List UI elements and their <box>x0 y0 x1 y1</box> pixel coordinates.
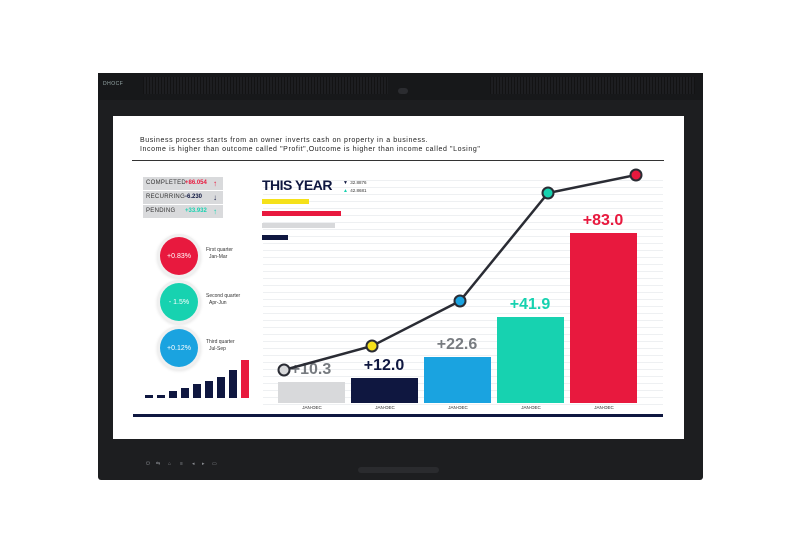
bar-category-label: JAN-DEC <box>594 405 614 410</box>
mini-bar <box>145 394 153 398</box>
chart-baseline <box>133 414 663 417</box>
mini-bar <box>157 394 165 398</box>
this-year-title: THIS YEAR <box>262 177 332 193</box>
quarter-range: Jul-Sep <box>209 346 226 352</box>
stat-row-pending: PENDING +33.932 ↑ <box>143 205 223 218</box>
trend-line-chart <box>277 168 643 377</box>
volume-down-icon[interactable]: ◂ <box>192 461 195 467</box>
trend-point <box>541 186 555 200</box>
stat-label: PENDING <box>146 208 176 214</box>
stat-label: COMPLETED <box>146 180 187 186</box>
trend-line <box>283 173 637 372</box>
legend-item-1: ▼ 32.8876 <box>343 180 367 186</box>
menu-icon[interactable]: ≡ <box>180 461 183 467</box>
arrow-up-icon: ↑ <box>213 207 217 216</box>
bar-value-label: +22.6 <box>436 335 478 353</box>
triangle-up-icon: ▲ <box>343 188 348 194</box>
this-year-bar <box>262 223 335 228</box>
bar-category-label: JAN-DEC <box>448 405 468 410</box>
header-description: Business process starts from an owner in… <box>140 136 480 154</box>
stat-row-recurring: RECURRING -6.230 ↓ <box>143 191 223 204</box>
bar-value-label: +83.0 <box>582 212 624 229</box>
legend-value: 42.8681 <box>350 188 367 193</box>
stats-panel: COMPLETED +86.054 ↑ RECURRING -6.230 ↓ P… <box>143 177 223 219</box>
quarter-2-label: Second quarter Apr-Jun <box>206 293 240 307</box>
quarter-1-circle: +0.83% <box>160 237 198 275</box>
chart-bar <box>497 317 564 403</box>
stat-row-completed: COMPLETED +86.054 ↑ <box>143 177 223 190</box>
bar-value-label: +12.0 <box>363 357 405 375</box>
stat-value: -6.230 <box>185 194 203 200</box>
this-year-bar <box>262 235 289 240</box>
quarter-title: Third quarter <box>206 339 235 345</box>
mini-bar <box>193 384 201 398</box>
header-divider <box>132 160 664 161</box>
trend-point <box>277 363 291 377</box>
bottom-bezel: ⏻ ⇆ ⌂ ≡ ◂ ▸ ▭ <box>98 448 703 480</box>
arrow-down-icon: ↓ <box>213 193 217 202</box>
display-monitor: DHOCF Business process starts from an ow… <box>98 73 703 480</box>
volume-up-icon[interactable]: ▸ <box>202 461 205 467</box>
chart-bar <box>424 356 491 403</box>
this-year-bar <box>262 199 310 204</box>
this-year-bar <box>262 211 341 216</box>
quarter-3-label: Third quarter Jul-Sep <box>206 339 235 353</box>
mini-bar <box>229 370 237 398</box>
mini-bar <box>181 387 189 398</box>
bar-value-label: +41.9 <box>509 296 551 314</box>
chart-bar <box>570 233 637 403</box>
mini-bar <box>241 360 249 398</box>
quarter-1-label: First quarter Jan-Mar <box>206 247 233 261</box>
header-line-1: Business process starts from an owner in… <box>140 137 429 144</box>
screen: Business process starts from an owner in… <box>113 116 684 439</box>
bottom-speaker-grille <box>358 467 439 473</box>
top-bezel: DHOCF <box>98 73 703 100</box>
header-line-2: Income is higher than outcome called "Pr… <box>140 146 481 153</box>
mini-bar <box>205 380 213 398</box>
left-speaker-grille <box>143 77 388 94</box>
stat-label: RECURRING <box>146 194 186 200</box>
bar-category-label: JAN-DEC <box>375 405 395 410</box>
bar-category-label: JAN-DEC <box>521 405 541 410</box>
mini-bar-chart <box>145 348 255 398</box>
mini-bar <box>217 377 225 398</box>
mini-bar <box>169 391 177 398</box>
home-icon[interactable]: ⌂ <box>168 461 172 467</box>
right-speaker-grille <box>490 77 695 94</box>
stat-value: +33.932 <box>185 208 207 214</box>
legend-item-2: ▲ 42.8681 <box>343 188 367 194</box>
source-icon[interactable]: ⇆ <box>156 461 161 467</box>
chart-bar <box>351 378 418 403</box>
trend-point <box>629 168 643 182</box>
camera-icon <box>398 88 408 94</box>
usb-port-icon: ▭ <box>212 461 217 467</box>
trend-point <box>365 339 379 353</box>
brand-logo: DHOCF <box>103 81 124 87</box>
arrow-up-icon: ↑ <box>213 179 217 188</box>
quarter-3-circle: +0.12% <box>160 329 198 367</box>
trend-point <box>453 294 467 308</box>
quarter-range: Jan-Mar <box>209 254 228 260</box>
quarter-2-circle: - 1.5% <box>160 283 198 321</box>
quarter-title: Second quarter <box>206 293 241 299</box>
stat-value: +86.054 <box>185 180 207 186</box>
triangle-down-icon: ▼ <box>343 180 348 186</box>
bar-category-label: JAN-DEC <box>302 405 322 410</box>
legend-value: 32.8876 <box>350 180 367 185</box>
quarter-title: First quarter <box>206 247 233 253</box>
quarter-range: Apr-Jun <box>209 300 227 306</box>
power-icon[interactable]: ⏻ <box>146 461 150 467</box>
chart-bar <box>278 381 345 403</box>
